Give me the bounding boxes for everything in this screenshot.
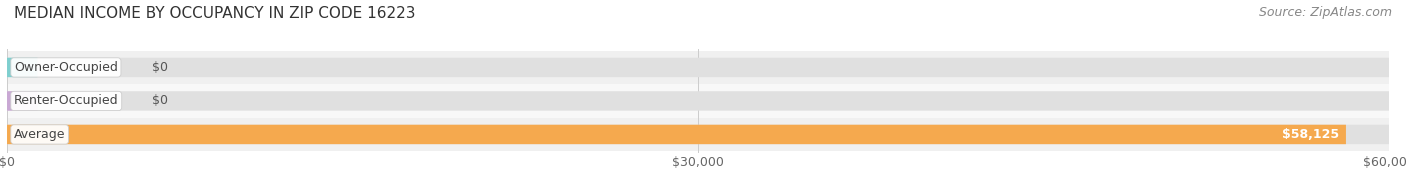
Text: $0: $0 xyxy=(152,94,169,107)
FancyBboxPatch shape xyxy=(7,125,1346,144)
Bar xyxy=(7,51,1389,84)
Text: Source: ZipAtlas.com: Source: ZipAtlas.com xyxy=(1258,6,1392,19)
Bar xyxy=(7,84,1389,118)
FancyBboxPatch shape xyxy=(7,91,1389,111)
FancyBboxPatch shape xyxy=(7,58,38,77)
Text: $58,125: $58,125 xyxy=(1282,128,1339,141)
Bar xyxy=(7,118,1389,151)
FancyBboxPatch shape xyxy=(7,125,1389,144)
FancyBboxPatch shape xyxy=(7,91,38,111)
Text: Renter-Occupied: Renter-Occupied xyxy=(14,94,118,107)
Text: Average: Average xyxy=(14,128,66,141)
FancyBboxPatch shape xyxy=(7,58,1389,77)
Text: $0: $0 xyxy=(152,61,169,74)
Text: Owner-Occupied: Owner-Occupied xyxy=(14,61,118,74)
Text: MEDIAN INCOME BY OCCUPANCY IN ZIP CODE 16223: MEDIAN INCOME BY OCCUPANCY IN ZIP CODE 1… xyxy=(14,6,416,21)
